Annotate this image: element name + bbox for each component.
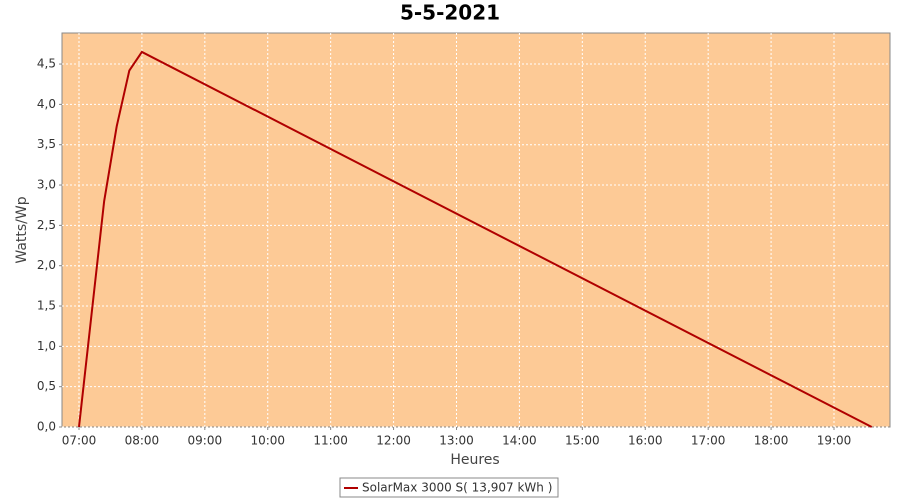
chart-title: 5-5-2021 [400, 1, 500, 25]
x-tick-label: 07:00 [62, 434, 97, 448]
x-tick-label: 14:00 [502, 434, 537, 448]
y-axis-label: Watts/Wp [14, 196, 30, 263]
y-tick-label: 4,0 [37, 97, 56, 111]
x-tick-label: 19:00 [817, 434, 852, 448]
series-line [77, 50, 873, 428]
legend-label: SolarMax 3000 S( 13,907 kWh ) [362, 481, 552, 495]
x-tick-label: 16:00 [628, 434, 663, 448]
x-tick-label: 17:00 [691, 434, 726, 448]
x-tick-label: 08:00 [125, 434, 160, 448]
y-tick-label: 3,5 [37, 137, 56, 151]
x-tick-label: 09:00 [188, 434, 223, 448]
x-tick-label: 15:00 [565, 434, 600, 448]
legend-box [339, 477, 559, 498]
x-axis-label: Heures [450, 452, 499, 468]
x-tick-label: 18:00 [754, 434, 789, 448]
y-tick-label: 0,5 [37, 379, 56, 393]
x-tick-label: 10:00 [250, 434, 285, 448]
y-tick-label: 1,0 [37, 339, 56, 353]
x-tick-label: 12:00 [376, 434, 411, 448]
y-tick-label: 2,0 [37, 258, 56, 272]
y-tick-label: 2,5 [37, 218, 56, 232]
plot-area [61, 32, 891, 428]
y-tick-label: 3,0 [37, 178, 56, 192]
x-tick-label: 13:00 [439, 434, 474, 448]
y-tick-label: 1,5 [37, 299, 56, 313]
x-tick-label: 11:00 [313, 434, 348, 448]
y-tick-label: 4,5 [37, 57, 56, 71]
y-tick-label: 0,0 [37, 420, 56, 434]
